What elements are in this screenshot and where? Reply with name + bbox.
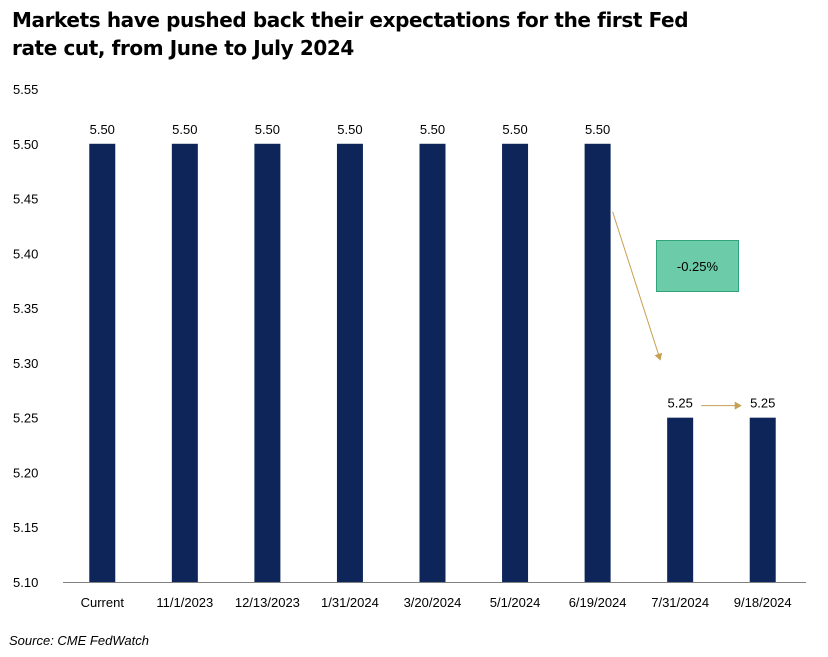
x-tick-label: 9/18/2024 [734,595,792,610]
bar [502,143,529,582]
y-tick-label: 5.20 [13,465,38,480]
bar-value-label: 5.50 [585,122,610,137]
bar [254,143,281,582]
bar [336,143,363,582]
bar-value-label: 5.50 [420,122,445,137]
y-tick-label: 5.25 [13,411,38,426]
bar [89,143,116,582]
bar-value-label: 5.50 [502,122,527,137]
bar [584,143,611,582]
bar [749,417,776,582]
x-tick-label: 6/19/2024 [569,595,627,610]
x-tick-label: Current [81,595,125,610]
x-tick-label: 5/1/2024 [490,595,541,610]
y-tick-label: 5.45 [13,192,38,207]
y-tick-label: 5.30 [13,356,38,371]
bar [667,417,694,582]
y-tick-label: 5.35 [13,301,38,316]
bar [171,143,198,582]
source-note: Source: CME FedWatch [9,633,149,648]
x-tick-label: 1/31/2024 [321,595,379,610]
bar-value-label: 5.50 [337,122,362,137]
rate-cut-callout: -0.25% [656,240,739,292]
x-tick-label: 3/20/2024 [404,595,462,610]
y-tick-label: 5.40 [13,246,38,261]
x-axis-ticks: Current 11/1/2023 12/13/2023 1/31/2024 3/20/… [81,595,792,610]
bar-value-label: 5.50 [172,122,197,137]
drop-arrow [612,211,663,361]
data-labels: 5.50 5.50 5.50 5.50 5.50 5.50 5.50 5.25 5.25 [90,122,776,411]
bar-value-label: 5.25 [668,396,693,411]
y-tick-label: 5.50 [13,137,38,152]
y-tick-label: 5.15 [13,520,38,535]
bar [419,143,446,582]
bar-value-label: 5.50 [90,122,115,137]
chart-title-line-2: rate cut, from June to July 2024 [12,36,354,60]
x-tick-label: 7/31/2024 [651,595,709,610]
y-tick-label: 5.10 [13,575,38,590]
bar-value-label: 5.50 [255,122,280,137]
x-tick-label: 11/1/2023 [156,595,213,610]
x-tick-label: 12/13/2023 [235,595,300,610]
chart-title: Markets have pushed back their expectati… [12,6,812,62]
rate-cut-callout-text: -0.25% [676,258,719,274]
chart-title-line-1: Markets have pushed back their expectati… [12,8,689,32]
bars [89,143,776,582]
y-axis-ticks: 5.55 5.50 5.45 5.40 5.35 5.30 5.25 5.20 5.15 5.10 [13,82,38,590]
bar-value-label: 5.25 [750,396,775,411]
y-tick-label: 5.55 [13,82,38,97]
